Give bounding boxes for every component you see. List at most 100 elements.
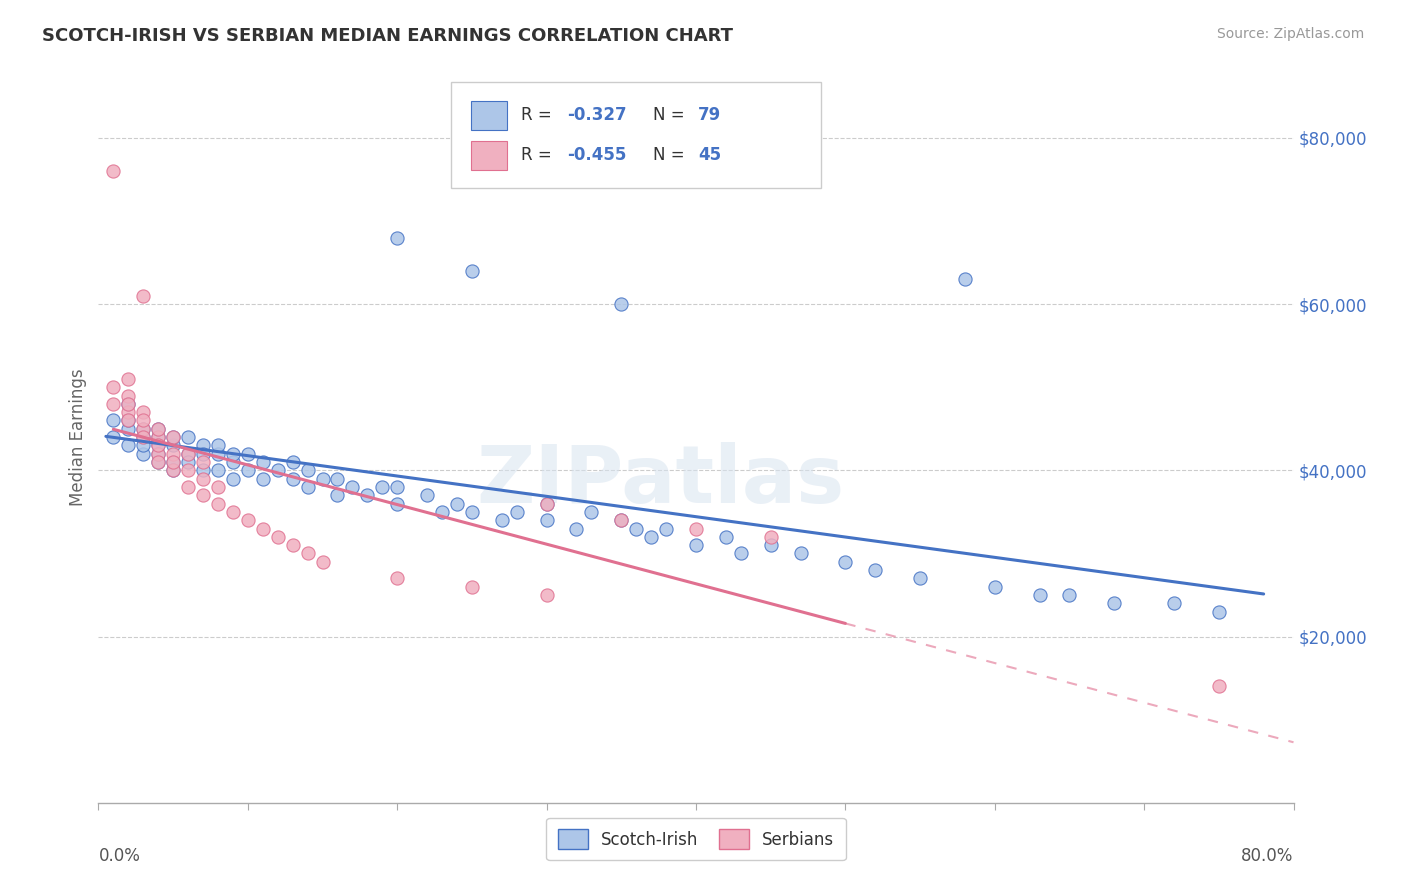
Point — [207, 480, 229, 494]
Point — [865, 563, 887, 577]
Text: -0.455: -0.455 — [567, 146, 626, 164]
Point — [506, 505, 529, 519]
Text: SCOTCH-IRISH VS SERBIAN MEDIAN EARNINGS CORRELATION CHART: SCOTCH-IRISH VS SERBIAN MEDIAN EARNINGS … — [42, 27, 733, 45]
Point — [461, 505, 484, 519]
Point — [117, 405, 139, 419]
Point — [177, 463, 200, 477]
Text: Source: ZipAtlas.com: Source: ZipAtlas.com — [1216, 27, 1364, 41]
Point — [685, 538, 707, 552]
Point — [103, 164, 125, 178]
Point — [117, 397, 139, 411]
Point — [356, 488, 378, 502]
Point — [117, 372, 139, 386]
Point — [1059, 588, 1081, 602]
Text: R =: R = — [522, 146, 558, 164]
Point — [222, 455, 245, 469]
Point — [908, 571, 931, 585]
Point — [207, 463, 229, 477]
Point — [162, 430, 184, 444]
Point — [1208, 605, 1230, 619]
Point — [759, 530, 782, 544]
Point — [191, 447, 214, 461]
Point — [148, 438, 170, 452]
Point — [252, 455, 274, 469]
Point — [148, 447, 170, 461]
Point — [132, 430, 155, 444]
Point — [148, 422, 170, 436]
Point — [148, 447, 170, 461]
Point — [297, 480, 319, 494]
Point — [132, 413, 155, 427]
Point — [342, 480, 364, 494]
Point — [581, 505, 603, 519]
Text: N =: N = — [652, 146, 690, 164]
Point — [162, 430, 184, 444]
Point — [385, 571, 409, 585]
Point — [148, 455, 170, 469]
Point — [1104, 596, 1126, 610]
Point — [326, 488, 349, 502]
Point — [148, 455, 170, 469]
Point — [132, 289, 155, 303]
Point — [132, 422, 155, 436]
Text: 79: 79 — [699, 106, 721, 124]
Point — [148, 438, 170, 452]
Point — [297, 463, 319, 477]
Point — [162, 455, 184, 469]
Point — [491, 513, 513, 527]
Point — [461, 580, 484, 594]
Legend: Scotch-Irish, Serbians: Scotch-Irish, Serbians — [546, 818, 846, 860]
Point — [446, 497, 468, 511]
Point — [385, 480, 409, 494]
Point — [177, 480, 200, 494]
Point — [326, 472, 349, 486]
Point — [117, 413, 139, 427]
Point — [984, 580, 1007, 594]
Point — [311, 472, 333, 486]
Point — [610, 513, 633, 527]
Point — [177, 430, 200, 444]
Point — [1028, 588, 1050, 602]
Point — [222, 505, 245, 519]
Text: -0.327: -0.327 — [567, 106, 627, 124]
Point — [117, 422, 139, 436]
Point — [536, 513, 558, 527]
Text: N =: N = — [652, 106, 690, 124]
Point — [953, 272, 976, 286]
Point — [103, 397, 125, 411]
Point — [385, 230, 409, 244]
Point — [132, 438, 155, 452]
Point — [222, 472, 245, 486]
Point — [177, 455, 200, 469]
Point — [236, 463, 259, 477]
Point — [191, 438, 214, 452]
Point — [148, 430, 170, 444]
Point — [207, 447, 229, 461]
Point — [565, 521, 588, 535]
Point — [177, 447, 200, 461]
Point — [1163, 596, 1185, 610]
Point — [385, 497, 409, 511]
Point — [252, 521, 274, 535]
Point — [117, 438, 139, 452]
Point — [162, 447, 184, 461]
FancyBboxPatch shape — [471, 101, 508, 130]
Point — [714, 530, 737, 544]
Point — [536, 497, 558, 511]
Point — [132, 430, 155, 444]
Point — [461, 264, 484, 278]
Point — [281, 538, 304, 552]
Point — [1208, 680, 1230, 694]
Point — [536, 588, 558, 602]
Point — [191, 463, 214, 477]
FancyBboxPatch shape — [471, 141, 508, 170]
Text: 0.0%: 0.0% — [98, 847, 141, 864]
Point — [132, 405, 155, 419]
Point — [207, 497, 229, 511]
Point — [834, 555, 856, 569]
Text: 45: 45 — [699, 146, 721, 164]
FancyBboxPatch shape — [451, 82, 821, 188]
Text: ZIPatlas: ZIPatlas — [477, 442, 844, 520]
Point — [236, 447, 259, 461]
Point — [207, 438, 229, 452]
